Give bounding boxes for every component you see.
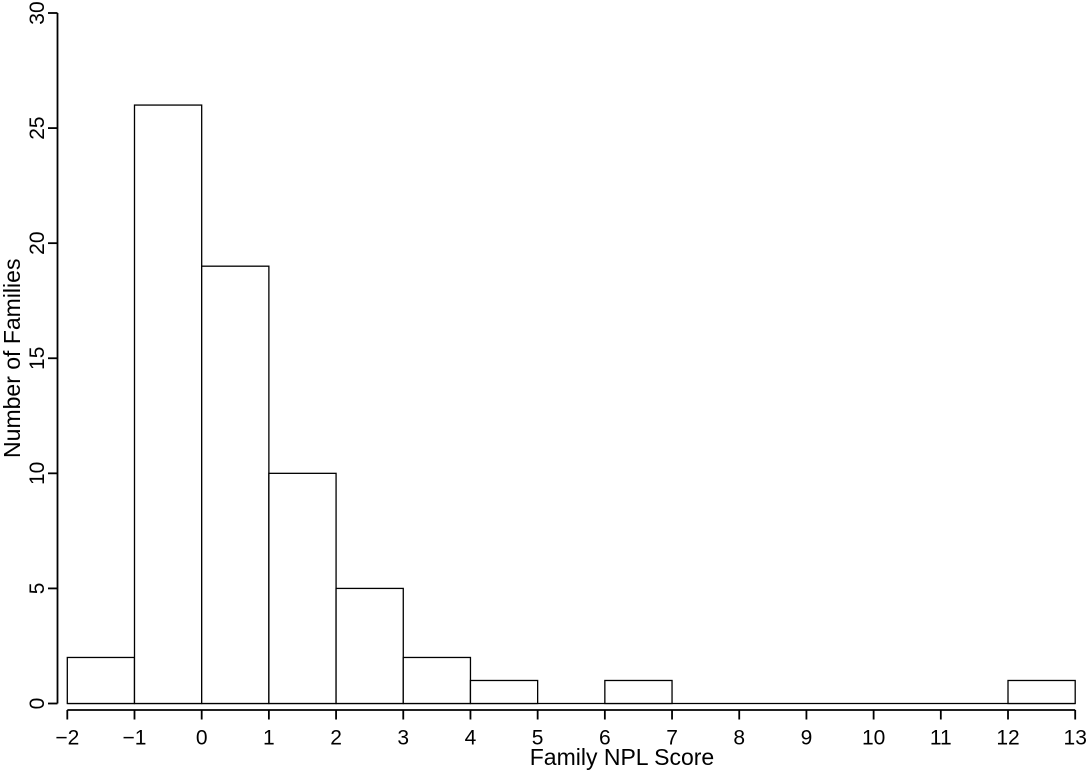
x-tick-label: 1 [263,727,275,750]
histogram-bar [133,104,203,705]
y-tick-label: 25 [26,116,49,139]
x-tick-label: 6 [599,727,611,750]
y-tick-label: 10 [26,462,49,485]
x-tick-label: 2 [330,727,342,750]
x-tick-label: 11 [930,727,952,750]
y-tick-label: 20 [26,231,49,254]
x-tick-label: 7 [666,727,678,750]
histogram-bar [66,656,136,705]
histogram-bar [469,679,539,705]
y-axis-title: Number of Families [0,259,25,458]
y-tick-label: 0 [26,698,49,710]
histogram-bar [1007,679,1076,705]
x-tick-label: 12 [996,727,1019,750]
x-axis-title: Family NPL Score [530,744,714,770]
x-tick-label: 8 [733,727,745,750]
x-tick-label: 13 [1064,727,1087,750]
histogram-bar [201,265,270,705]
x-tick-label: 9 [801,727,813,750]
x-tick-label: 5 [532,727,544,750]
histogram-bar [604,679,673,705]
histogram-bar [268,472,337,705]
x-tick-label: −1 [123,727,147,750]
x-tick-label: 0 [196,727,208,750]
histogram-bar [335,587,404,705]
x-tick-label: −2 [55,727,79,750]
y-tick-label: 5 [26,583,49,595]
x-tick-label: 4 [465,727,477,750]
y-tick-label: 15 [26,347,49,370]
x-tick-label: 3 [397,727,409,750]
x-tick-label: 10 [862,727,885,750]
y-tick-label: 30 [26,1,49,24]
histogram-bar [402,656,472,705]
